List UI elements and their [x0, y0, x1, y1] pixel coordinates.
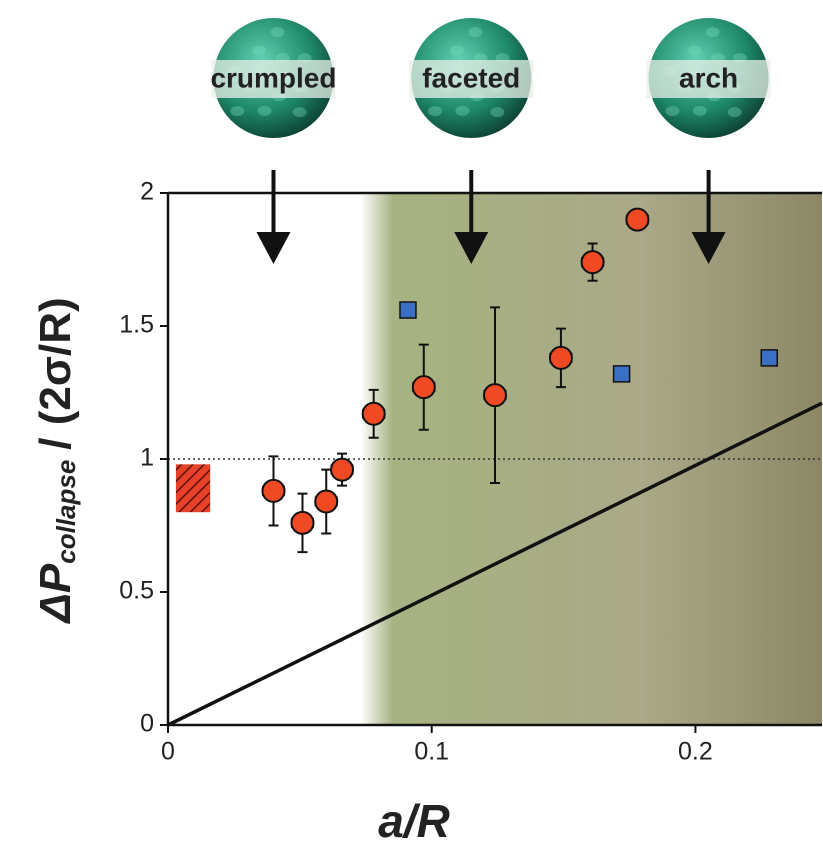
texture-dot [490, 107, 505, 118]
texture-dot [727, 107, 742, 118]
y-tick-label: 1 [140, 444, 154, 472]
regime-label-box [409, 60, 534, 98]
texture-dot [468, 27, 483, 38]
circle-marker [580, 250, 605, 275]
circle-marker [625, 207, 650, 232]
regime-arrowhead [454, 232, 489, 264]
y-tick-label: 0.5 [119, 577, 154, 605]
circle-marker [261, 478, 286, 503]
regime-label-box [211, 60, 336, 98]
x-axis-label: a/R [378, 795, 450, 847]
texture-dot [687, 45, 702, 56]
texture-dot [292, 107, 307, 118]
y-tick-label: 0 [140, 710, 154, 738]
square-marker [399, 301, 417, 319]
hatched-range [175, 464, 211, 513]
y-label-main: ΔP [31, 563, 80, 625]
regime-label: arch [679, 62, 738, 93]
y-tick-label: 1.5 [119, 311, 154, 339]
texture-dot [665, 106, 680, 117]
y-label-sub: collapse [51, 460, 81, 564]
square-marker [760, 349, 779, 367]
texture-dot [455, 105, 470, 116]
x-tick-label: 0.1 [414, 738, 449, 766]
regime-arrowhead [256, 232, 291, 264]
regime-arrowhead [691, 232, 726, 264]
texture-dot [230, 106, 245, 117]
texture-dot [692, 105, 707, 116]
texture-dot [428, 106, 443, 117]
y-axis-label: ΔPcollapse / (2σ/R) [31, 297, 81, 624]
regime-label-box [646, 60, 771, 98]
texture-dot [270, 27, 285, 38]
square-marker [612, 365, 631, 383]
fit-line [167, 401, 823, 727]
texture-dot [252, 45, 267, 56]
y-tick-label: 2 [140, 178, 154, 206]
regime-label: faceted [422, 62, 520, 93]
circle-marker [411, 375, 436, 400]
x-tick-label: 0 [161, 738, 175, 766]
circle-marker [548, 345, 573, 370]
x-tick-label: 0.2 [678, 738, 713, 766]
circle-marker [483, 383, 507, 408]
y-label-rest: / (2σ/R) [31, 297, 80, 449]
circle-marker [290, 510, 315, 535]
regime-label: crumpled [210, 62, 336, 93]
texture-dot [449, 45, 464, 56]
circle-marker [314, 489, 339, 514]
circle-marker [330, 457, 355, 482]
texture-dot [257, 105, 272, 116]
circle-marker [361, 401, 386, 426]
texture-dot [705, 27, 720, 38]
